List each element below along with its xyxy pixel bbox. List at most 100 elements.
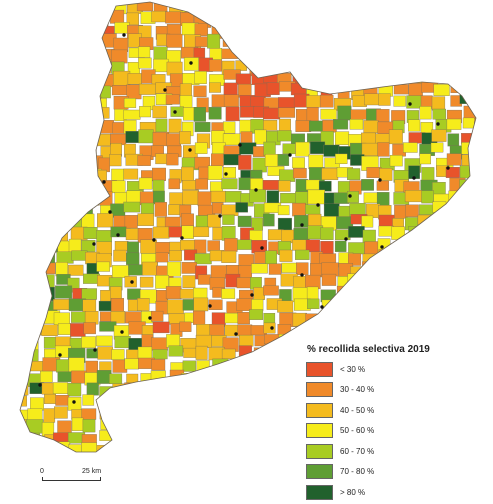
municipality-cell [380, 278, 394, 292]
municipality-cell [12, 59, 29, 71]
municipality-cell [278, 34, 293, 44]
municipality-cell [168, 407, 185, 420]
municipality-cell [307, 107, 319, 121]
municipality-cell [266, 442, 277, 455]
municipality-cell [280, 250, 293, 262]
municipality-cell [376, 286, 389, 300]
municipality-cell [16, 36, 31, 47]
county-capital-marker [250, 293, 253, 296]
municipality-cell [281, 50, 292, 61]
municipality-cell [211, 266, 226, 279]
municipality-cell [124, 169, 138, 179]
municipality-cell [98, 1, 113, 15]
municipality-cell [253, 457, 269, 471]
municipality-cell [308, 326, 324, 337]
municipality-cell [280, 420, 295, 433]
municipality-cell [26, 34, 39, 48]
municipality-cell [322, 0, 338, 9]
municipality-cell [266, 386, 278, 400]
municipality-cell [394, 205, 407, 218]
municipality-cell [474, 302, 486, 316]
municipality-cell [362, 143, 378, 156]
municipality-cell [436, 214, 448, 227]
legend-label-70-80: 70 - 80 % [340, 467, 374, 476]
municipality-cell [448, 274, 461, 287]
municipality-cell [251, 385, 265, 397]
municipality-cell [459, 310, 475, 323]
municipality-cell [236, 74, 251, 85]
municipality-cell [459, 278, 474, 290]
legend-swatch-70-80 [306, 464, 333, 479]
municipality-cell [112, 349, 125, 359]
municipality-cell [334, 193, 349, 204]
municipality-cell [462, 265, 477, 277]
municipality-cell [433, 72, 447, 82]
municipality-cell [57, 130, 74, 144]
municipality-cell [278, 108, 295, 118]
municipality-cell [477, 22, 492, 36]
municipality-cell [57, 58, 68, 68]
county-capital-marker [238, 143, 241, 146]
municipality-cell [196, 346, 208, 360]
municipality-cell [461, 26, 476, 36]
municipality-cell [42, 422, 54, 436]
municipality-cell [378, 143, 390, 157]
municipality-cell [477, 106, 489, 117]
municipality-cell [367, 167, 382, 178]
municipality-cell [70, 338, 83, 349]
municipality-cell [43, 241, 60, 252]
municipality-cell [409, 2, 420, 16]
municipality-cell [156, 454, 171, 464]
municipality-cell [464, 191, 477, 201]
municipality-cell [449, 263, 465, 273]
municipality-cell [98, 347, 113, 360]
municipality-cell [391, 34, 404, 45]
municipality-cell [83, 12, 97, 24]
municipality-cell [407, 303, 421, 315]
municipality-cell [113, 430, 128, 440]
municipality-cell [420, 228, 431, 240]
municipality-cell [421, 241, 435, 252]
municipality-cell [375, 58, 388, 71]
municipality-cell [156, 444, 169, 457]
municipality-cell [213, 422, 227, 436]
municipality-cell [138, 214, 154, 226]
municipality-cell [336, 50, 348, 62]
county-capital-marker [446, 166, 449, 169]
municipality-cell [222, 289, 235, 299]
municipality-cell [293, 398, 305, 411]
municipality-cell [225, 313, 238, 323]
municipality-cell [435, 326, 449, 336]
municipality-cell [391, 262, 407, 274]
municipality-cell [433, 109, 446, 119]
municipality-cell [224, 386, 241, 397]
municipality-cell [55, 146, 66, 157]
municipality-cell [183, 430, 200, 443]
municipality-cell [322, 168, 338, 180]
municipality-cell [42, 325, 58, 336]
municipality-cell [474, 326, 487, 339]
municipality-cell [238, 36, 255, 47]
municipality-cell [408, 334, 425, 344]
municipality-cell [43, 229, 55, 243]
municipality-cell [30, 442, 42, 453]
municipality-cell [347, 169, 360, 180]
municipality-cell [281, 358, 295, 370]
municipality-cell [126, 131, 141, 142]
municipality-cell [68, 383, 81, 396]
municipality-cell [432, 97, 445, 111]
municipality-cell [254, 1, 265, 15]
municipality-cell [183, 361, 196, 372]
municipality-cell [307, 299, 319, 309]
municipality-cell [319, 181, 331, 191]
municipality-cell [335, 132, 349, 145]
municipality-cell [449, 299, 463, 312]
municipality-cell [56, 395, 70, 405]
municipality-cell [124, 202, 140, 212]
municipality-cell [407, 313, 422, 324]
municipality-cell [13, 336, 25, 347]
municipality-cell [154, 47, 168, 60]
municipality-cell [124, 110, 140, 120]
municipality-cell [30, 276, 44, 288]
municipality-cell [241, 446, 253, 456]
